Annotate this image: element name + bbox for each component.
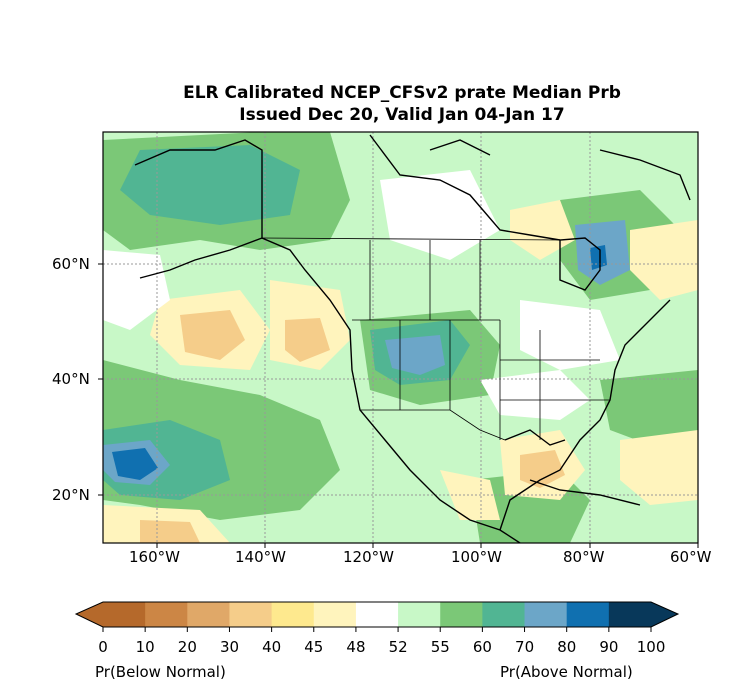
colorbar-segment: [271, 602, 315, 627]
lon-label-140w: 140°W: [235, 548, 286, 566]
colorbar-right-label: Pr(Above Normal): [500, 663, 633, 681]
map-title-line2: Issued Dec 20, Valid Jan 04-Jan 17: [239, 105, 565, 125]
colorbar-tick-label: 30: [219, 638, 240, 656]
colorbar-tick-label: 20: [177, 638, 197, 656]
colorbar: [74, 601, 680, 632]
colorbar-low-extension: [76, 602, 103, 627]
colorbar-tick-label: 90: [599, 638, 619, 656]
colorbar-segment: [440, 602, 483, 627]
lon-label-60w: 60°W: [670, 548, 712, 566]
colorbar-tick-label: 52: [388, 638, 408, 656]
colorbar-tick-label: 100: [636, 638, 666, 656]
axis-ticks: [98, 263, 699, 548]
colorbar-segment: [229, 602, 273, 627]
colorbar-segment: [608, 602, 652, 627]
colorbar-left-label: Pr(Below Normal): [95, 663, 226, 681]
coastlines: [134, 134, 691, 543]
colorbar-segment: [566, 602, 610, 627]
map-frame: [102, 131, 699, 544]
colorbar-tick-label: 40: [262, 638, 282, 656]
colorbar-segment: [145, 602, 188, 627]
colorbar-tick-label: 55: [430, 638, 450, 656]
graticule: [103, 132, 698, 543]
colorbar-segment: [187, 602, 230, 627]
probability-field: [103, 132, 698, 543]
lon-label-80w: 80°W: [563, 548, 605, 566]
map-title-line1: ELR Calibrated NCEP_CFSv2 prate Median P…: [183, 83, 621, 103]
colorbar-segment: [524, 602, 568, 627]
lat-label-60n: 60°N: [52, 255, 90, 273]
borders: [261, 237, 610, 441]
colorbar-segment: [482, 602, 526, 627]
lat-label-20n: 20°N: [52, 486, 90, 504]
lon-label-120w: 120°W: [343, 548, 394, 566]
lon-label-160w: 160°W: [129, 548, 180, 566]
colorbar-tick-label: 48: [346, 638, 366, 656]
colorbar-tick-label: 0: [98, 638, 108, 656]
colorbar-segment: [313, 602, 357, 627]
lat-label-40n: 40°N: [52, 370, 90, 388]
colorbar-segment: [103, 602, 146, 627]
colorbar-tick-label: 10: [135, 638, 155, 656]
colorbar-tick-label: 70: [515, 638, 535, 656]
colorbar-tick-label: 80: [557, 638, 577, 656]
colorbar-tick-label: 45: [304, 638, 324, 656]
colorbar-tick-label: 60: [472, 638, 492, 656]
lon-label-100w: 100°W: [451, 548, 502, 566]
colorbar-segment: [398, 602, 441, 627]
colorbar-segment: [355, 602, 399, 627]
colorbar-high-extension: [651, 602, 678, 627]
